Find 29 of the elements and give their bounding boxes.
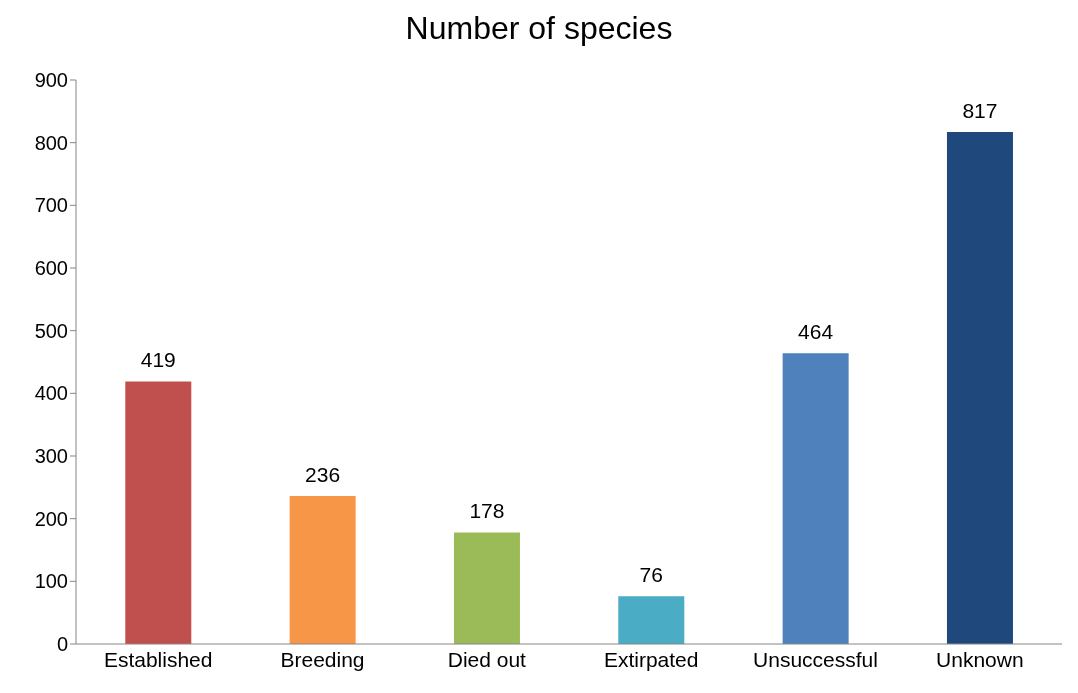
x-tick-label: Established <box>103 647 213 671</box>
bar <box>125 381 192 644</box>
y-tick-label: 900 <box>34 69 68 92</box>
data-label: 817 <box>962 99 998 123</box>
x-tick-label: Died out <box>447 647 527 671</box>
y-tick-label: 600 <box>34 257 68 280</box>
y-tick-label: 200 <box>34 507 68 530</box>
y-tick-label: 100 <box>34 570 68 593</box>
data-label: 419 <box>140 348 176 372</box>
bar <box>618 596 685 644</box>
bar <box>782 353 849 644</box>
x-tick-label: Breeding <box>280 647 365 671</box>
data-label: 76 <box>639 563 663 587</box>
x-tick-label: Unknown <box>936 647 1024 671</box>
y-tick-label: 800 <box>34 131 68 154</box>
y-tick-label: 400 <box>34 382 68 405</box>
x-tick-label: Unsuccessful <box>753 647 878 671</box>
y-tick-label: 500 <box>34 319 68 342</box>
y-tick-label: 0 <box>56 633 68 656</box>
y-tick-label: 700 <box>34 194 68 217</box>
data-label: 178 <box>469 499 505 523</box>
data-label: 236 <box>305 463 341 487</box>
bar <box>453 532 520 644</box>
chart-title: Number of species <box>404 9 674 48</box>
y-tick-label: 300 <box>34 445 68 468</box>
bar <box>946 132 1013 644</box>
data-label: 464 <box>798 320 834 344</box>
x-tick-label: Extirpated <box>603 647 699 671</box>
bar <box>289 496 356 644</box>
